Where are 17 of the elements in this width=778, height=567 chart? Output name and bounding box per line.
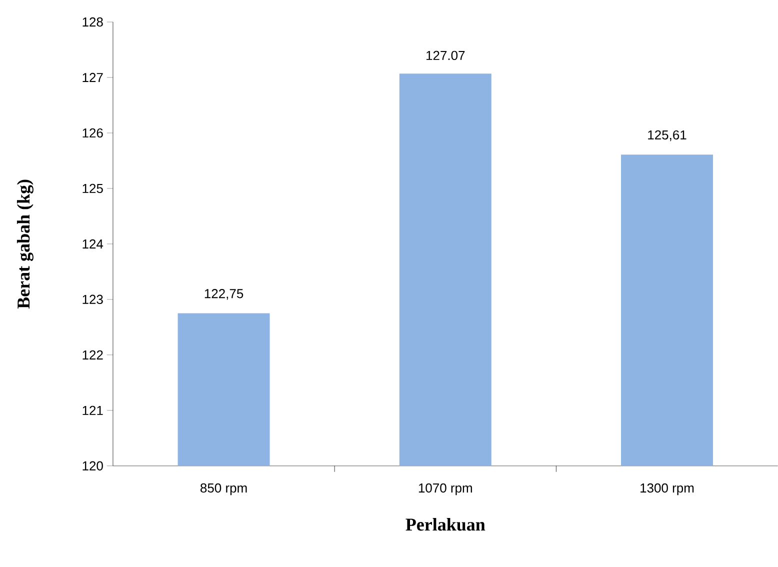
y-tick-label: 124 (82, 239, 104, 249)
y-axis-title: Berat gabah (kg) (16, 180, 34, 309)
y-tick-label: 122 (82, 350, 103, 360)
x-tick-label: 850 rpm (200, 483, 247, 496)
data-label: 127.07 (426, 50, 465, 60)
y-tick-label: 121 (82, 406, 103, 415)
x-tick-label: 1300 rpm (640, 483, 694, 496)
x-tick-label: 1070 rpm (418, 483, 472, 496)
y-tick-label: 126 (82, 128, 103, 138)
data-label: 125,61 (648, 130, 686, 142)
y-tick-label: 120 (82, 461, 103, 471)
y-tick-label: 123 (82, 294, 103, 304)
data-label: 122,75 (204, 289, 244, 300)
y-tick-label: 125 (82, 184, 103, 194)
y-tick-label: 128 (82, 17, 103, 27)
x-axis-title: Perlakuan (406, 518, 486, 531)
y-tick-label: 127 (82, 73, 103, 82)
